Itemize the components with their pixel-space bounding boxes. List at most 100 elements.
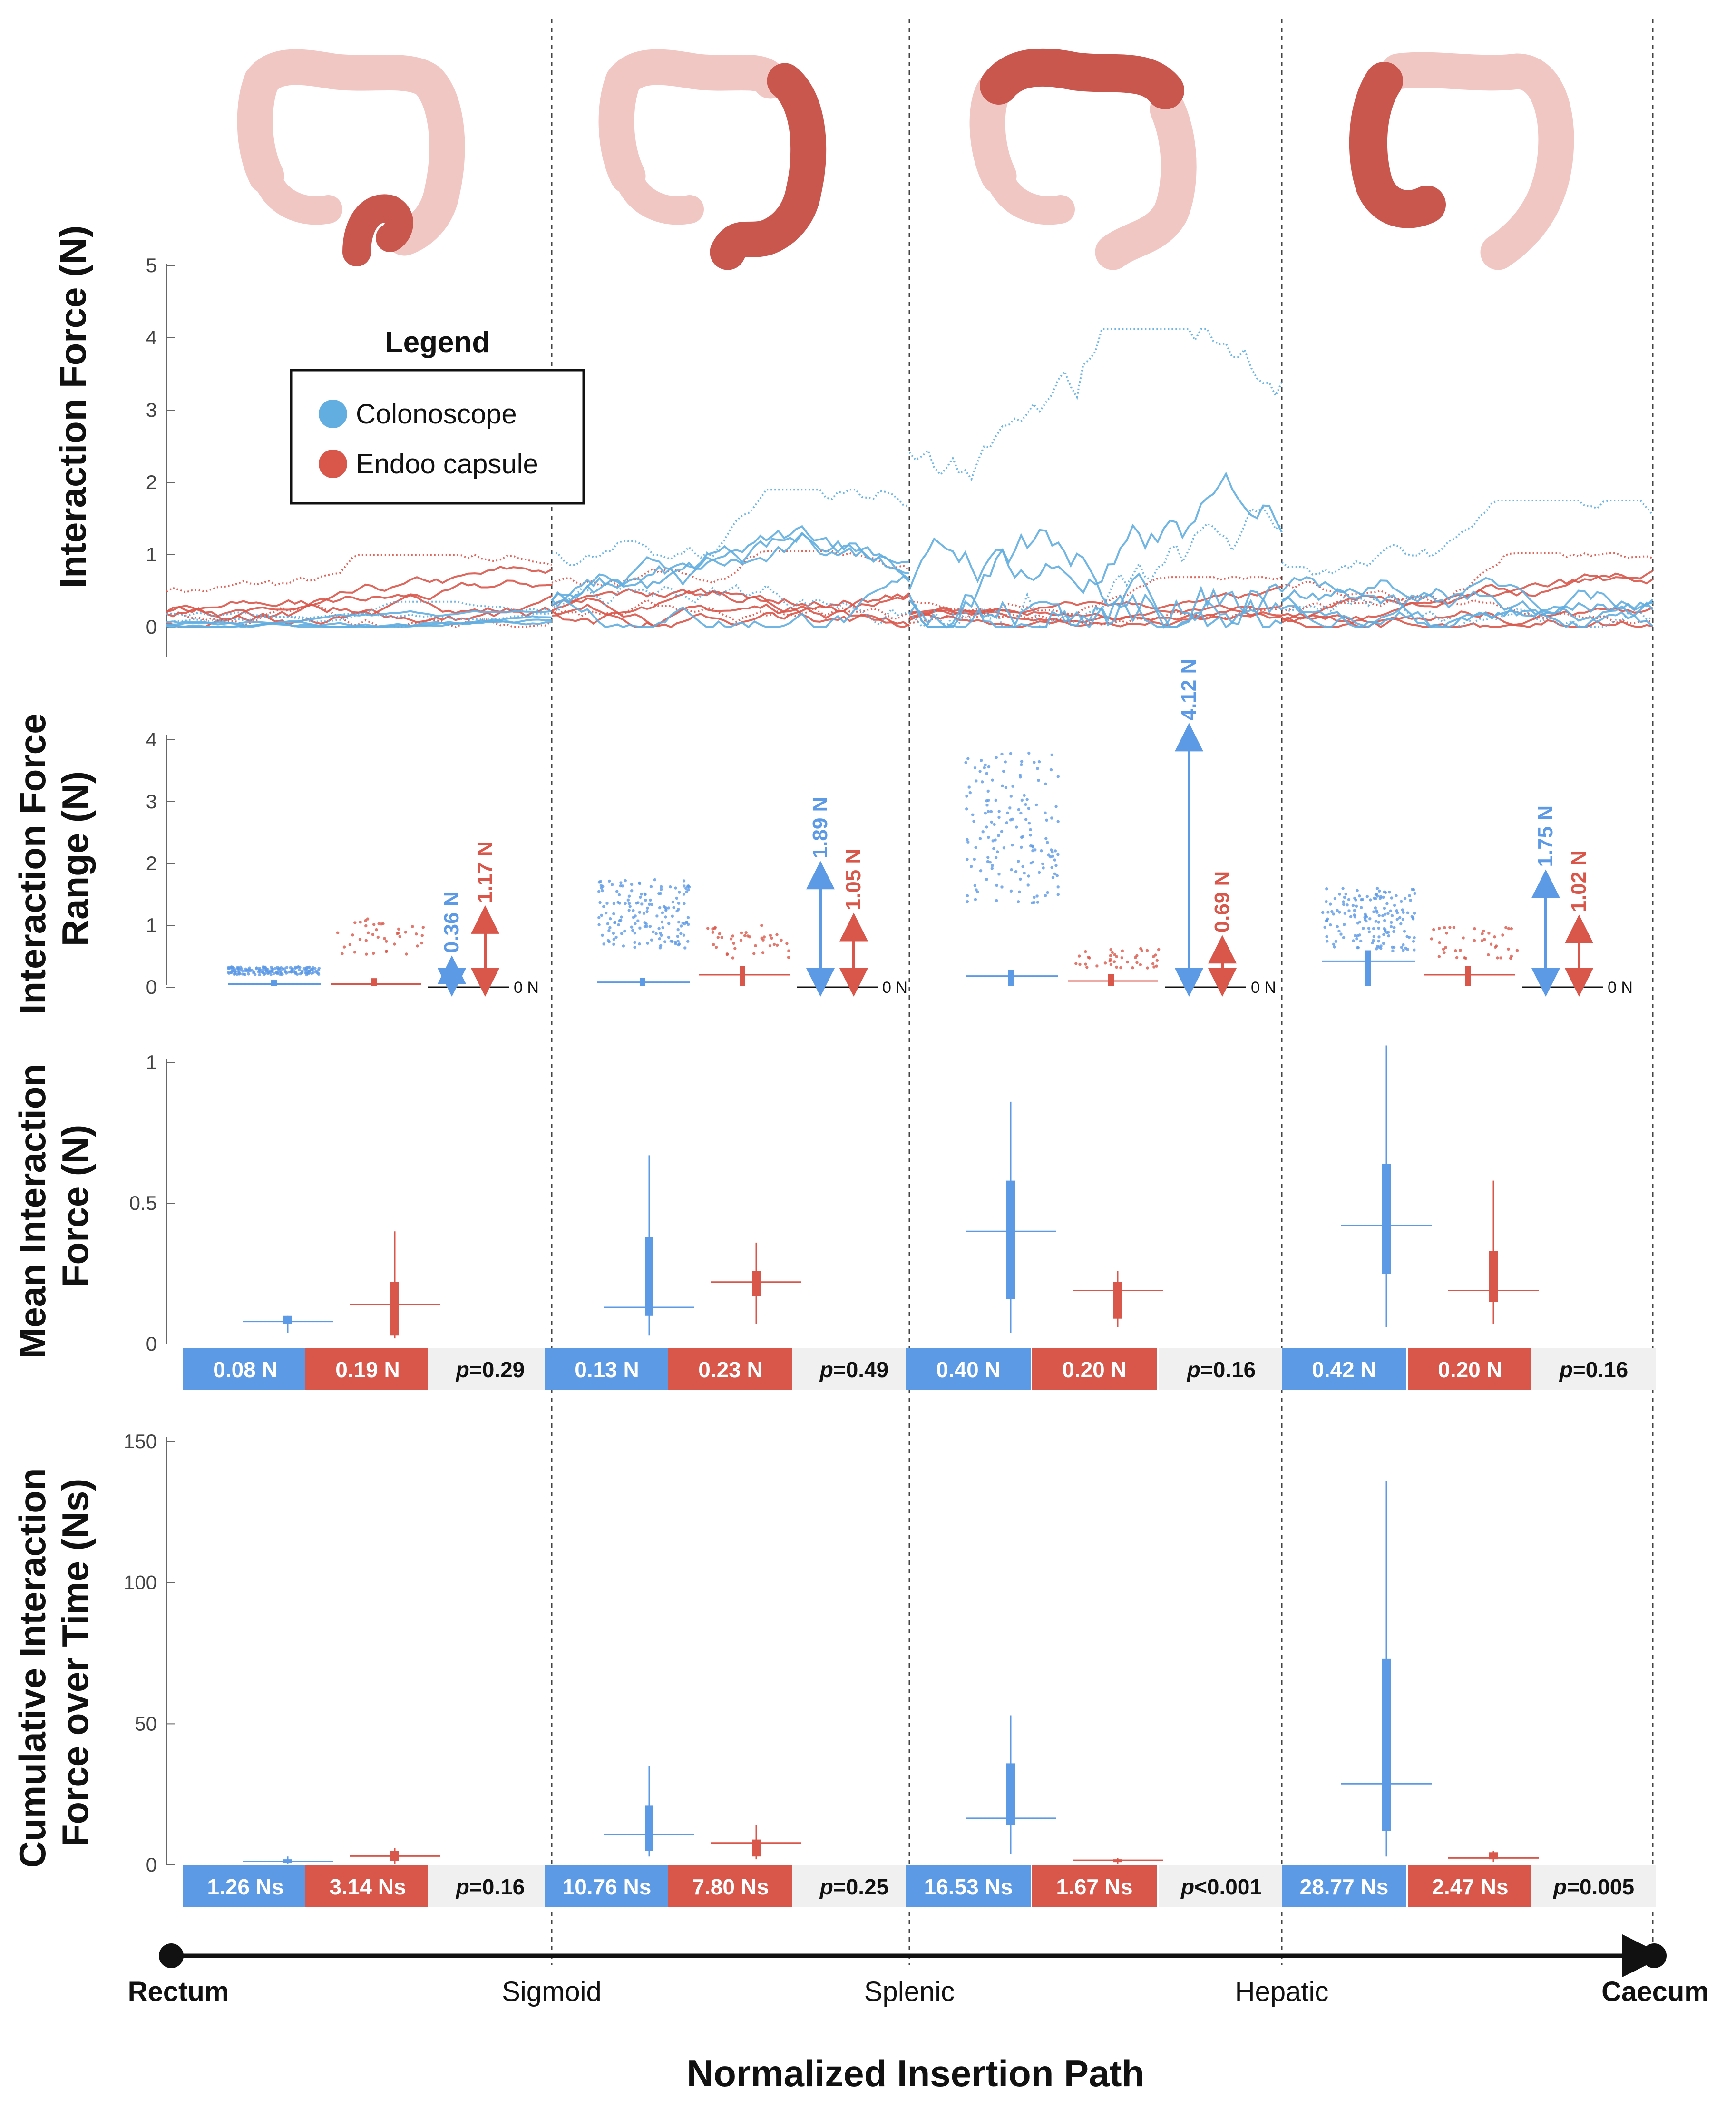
cum-tick-label-3: 150	[124, 1430, 157, 1452]
mean-ylabel-line2: Force (N)	[54, 1125, 96, 1287]
range-scatter-colonoscope	[679, 932, 683, 935]
range-scatter-colonoscope	[672, 906, 675, 909]
range-scatter-colonoscope	[1356, 946, 1360, 950]
mean-tick-label-0: 0	[146, 1333, 157, 1355]
range-scatter-endoo	[405, 952, 408, 956]
range-scatter-colonoscope	[1339, 932, 1343, 936]
range-scatter-endoo	[1103, 961, 1107, 965]
force-trace-endoo-0-4	[166, 566, 552, 628]
force-trace-endoo-3-4	[1281, 610, 1653, 628]
cum-ylabel-line2: Force over Time (Ns)	[54, 1479, 96, 1847]
range-scatter-endoo	[366, 931, 370, 934]
range-scatter-colonoscope	[650, 903, 653, 906]
range-scatter-colonoscope	[226, 971, 230, 974]
range-scatter-endoo	[1515, 949, 1519, 952]
range-scatter-colonoscope	[1395, 909, 1398, 912]
range-scatter-endoo	[711, 931, 715, 934]
mean-label-p: p=0.16	[1186, 1357, 1256, 1382]
force-trace-endoo-1-4	[551, 588, 910, 609]
range-scatter-endoo	[1146, 966, 1149, 970]
mean-p-value: =0.49	[833, 1357, 888, 1382]
range-scatter-colonoscope	[1343, 923, 1346, 926]
range-scatter-colonoscope	[971, 813, 975, 816]
range-scatter-colonoscope	[1037, 871, 1041, 874]
range-scatter-colonoscope	[258, 973, 261, 976]
range-scatter-colonoscope	[966, 894, 969, 898]
range-scatter-colonoscope	[1342, 902, 1346, 906]
range-scatter-colonoscope	[683, 884, 686, 888]
range-scatter-colonoscope	[1018, 890, 1021, 894]
range-scatter-colonoscope	[978, 837, 982, 840]
range-scatter-colonoscope	[1036, 767, 1039, 770]
range-scatter-endoo	[1473, 939, 1476, 942]
range-scatter-endoo	[1452, 926, 1456, 929]
range-scatter-colonoscope	[677, 920, 681, 924]
range-scatter-colonoscope	[1056, 893, 1060, 896]
mean-label-p: p=0.16	[1559, 1357, 1629, 1382]
range-scatter-colonoscope	[1352, 939, 1355, 942]
range-scatter-colonoscope	[605, 911, 608, 915]
range-scatter-colonoscope	[682, 893, 686, 896]
range-scatter-colonoscope	[614, 935, 618, 939]
range-scatter-colonoscope	[600, 913, 604, 917]
range-scatter-colonoscope	[612, 912, 615, 916]
range-scatter-colonoscope	[233, 971, 236, 974]
range-scatter-colonoscope	[247, 972, 250, 976]
colon-icon-hepatic	[1349, 52, 1574, 270]
range-scatter-endoo	[416, 944, 419, 948]
range-scatter-colonoscope	[1054, 805, 1058, 808]
range-scatter-colonoscope	[228, 966, 231, 970]
range-scatter-colonoscope	[995, 856, 998, 860]
range-scatter-colonoscope	[973, 766, 977, 770]
range-scatter-colonoscope	[671, 914, 674, 918]
range-scatter-endoo	[1095, 964, 1099, 968]
range-scatter-colonoscope	[658, 937, 662, 941]
range-scatter-colonoscope	[1334, 940, 1338, 943]
range-scatter-colonoscope	[991, 839, 995, 843]
range-scatter-endoo	[1437, 927, 1441, 930]
range-scatter-colonoscope	[597, 923, 601, 927]
range-scatter-colonoscope	[661, 911, 664, 914]
x-axis-title: Normalized Insertion Path	[687, 2052, 1144, 2094]
range-label-colonoscope: 1.75 N	[1534, 805, 1557, 867]
range-scatter-colonoscope	[986, 810, 990, 813]
range-scatter-endoo	[353, 921, 357, 924]
range-scatter-colonoscope	[1376, 945, 1379, 948]
range-scatter-colonoscope	[638, 942, 641, 946]
range-scatter-endoo	[1481, 932, 1484, 936]
range-scatter-colonoscope	[1009, 795, 1013, 798]
range-scatter-endoo	[744, 931, 748, 934]
range-scatter-endoo	[1135, 961, 1139, 964]
range-scatter-colonoscope	[678, 891, 681, 894]
range-scatter-endoo	[1473, 927, 1476, 931]
range-scatter-endoo	[739, 938, 743, 942]
range-scatter-colonoscope	[1356, 934, 1359, 938]
range-scatter-colonoscope	[1372, 910, 1375, 913]
range-scatter-colonoscope	[283, 967, 286, 971]
range-scatter-colonoscope	[613, 921, 616, 925]
range-scatter-colonoscope	[676, 939, 680, 943]
force-trace-endoo-1-2	[551, 597, 910, 627]
range-label-colonoscope: 4.12 N	[1177, 659, 1200, 721]
range-scatter-colonoscope	[626, 898, 630, 902]
legend-label-endoo: Endoo capsule	[356, 449, 538, 480]
mean-label-box-colonoscope	[545, 1348, 669, 1390]
force-trace-colonoscope-1-3	[551, 583, 910, 626]
range-scatter-colonoscope	[618, 919, 622, 922]
range-scatter-colonoscope	[305, 966, 309, 970]
range-scatter-endoo	[365, 952, 368, 956]
range-scatter-colonoscope	[661, 926, 664, 930]
range-scatter-colonoscope	[606, 922, 610, 925]
range-scatter-colonoscope	[607, 879, 611, 883]
range-scatter-endoo	[342, 945, 346, 949]
range-scatter-colonoscope	[970, 865, 973, 868]
range-scatter-colonoscope	[1343, 912, 1346, 915]
range-scatter-endoo	[1487, 953, 1490, 957]
mean-box-endoo	[390, 1282, 399, 1336]
range-scatter-endoo	[1151, 955, 1155, 959]
range-scatter-endoo	[1115, 965, 1118, 969]
range-scatter-colonoscope	[1010, 844, 1014, 847]
range-scatter-endoo	[1084, 950, 1087, 953]
range-scatter-colonoscope	[974, 898, 977, 901]
